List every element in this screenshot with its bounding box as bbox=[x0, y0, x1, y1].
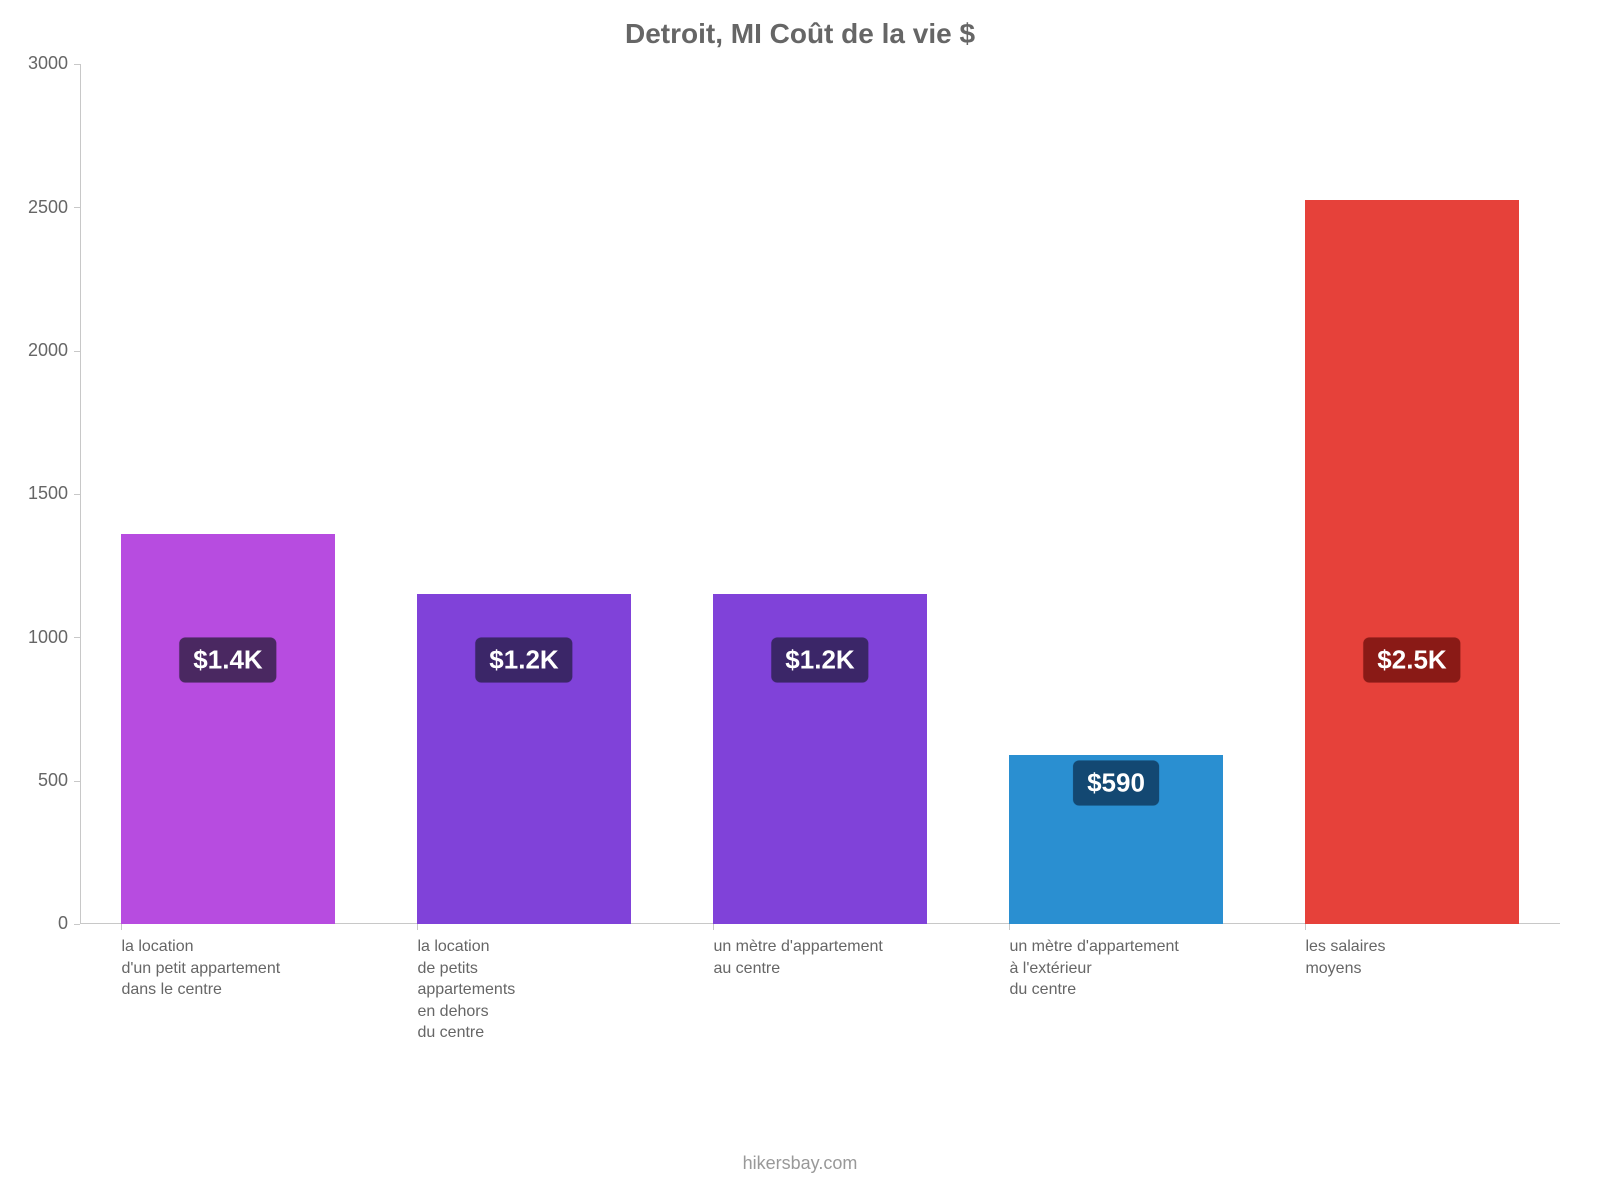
chart-container: Detroit, MI Coût de la vie $ 05001000150… bbox=[0, 0, 1600, 1200]
x-tick-label: un mètre d'appartement à l'extérieur du … bbox=[1009, 936, 1262, 1001]
value-badge: $590 bbox=[1073, 760, 1159, 805]
y-tick-label: 2000 bbox=[28, 340, 68, 361]
x-tick-label: la location de petits appartements en de… bbox=[417, 936, 670, 1044]
bar bbox=[121, 534, 334, 924]
y-tick-mark bbox=[74, 207, 80, 208]
chart-title: Detroit, MI Coût de la vie $ bbox=[0, 18, 1600, 50]
attribution-text: hikersbay.com bbox=[0, 1153, 1600, 1174]
y-axis bbox=[80, 64, 81, 924]
x-tick-mark bbox=[1305, 924, 1306, 930]
value-badge: $2.5K bbox=[1363, 638, 1460, 683]
y-tick-label: 1000 bbox=[28, 627, 68, 648]
x-tick-mark bbox=[713, 924, 714, 930]
y-tick-label: 1500 bbox=[28, 483, 68, 504]
value-badge: $1.4K bbox=[179, 638, 276, 683]
y-tick-label: 0 bbox=[58, 913, 68, 934]
y-tick-mark bbox=[74, 924, 80, 925]
x-tick-mark bbox=[417, 924, 418, 930]
plot-area: 050010001500200025003000$1.4Kla location… bbox=[80, 64, 1560, 924]
y-tick-label: 2500 bbox=[28, 197, 68, 218]
x-tick-label: les salaires moyens bbox=[1305, 936, 1558, 979]
y-tick-label: 500 bbox=[38, 770, 68, 791]
value-badge: $1.2K bbox=[475, 638, 572, 683]
y-tick-mark bbox=[74, 64, 80, 65]
y-tick-mark bbox=[74, 494, 80, 495]
y-tick-mark bbox=[74, 637, 80, 638]
y-tick-label: 3000 bbox=[28, 53, 68, 74]
x-tick-mark bbox=[121, 924, 122, 930]
bar bbox=[1305, 200, 1518, 924]
x-tick-label: un mètre d'appartement au centre bbox=[713, 936, 966, 979]
y-tick-mark bbox=[74, 781, 80, 782]
y-tick-mark bbox=[74, 351, 80, 352]
x-tick-label: la location d'un petit appartement dans … bbox=[121, 936, 374, 1001]
value-badge: $1.2K bbox=[771, 638, 868, 683]
x-tick-mark bbox=[1009, 924, 1010, 930]
